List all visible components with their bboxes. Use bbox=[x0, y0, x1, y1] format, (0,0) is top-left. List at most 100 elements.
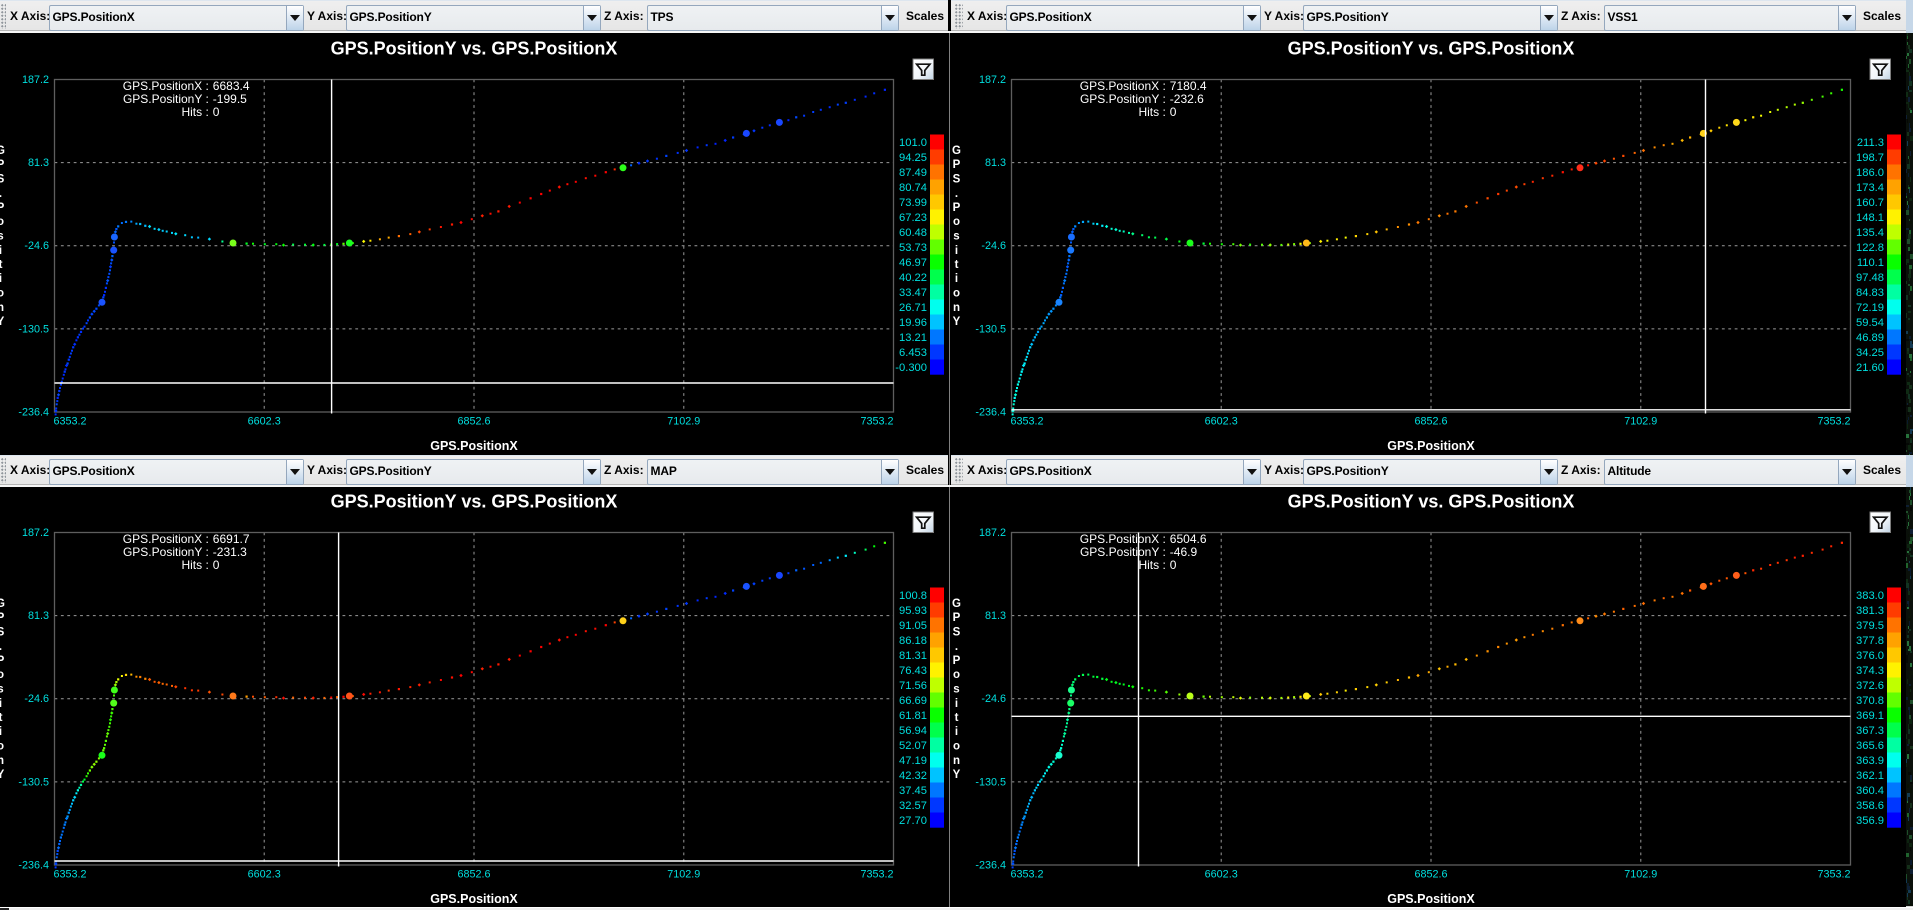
svg-text:369.1: 369.1 bbox=[1856, 710, 1884, 722]
svg-text:6602.3: 6602.3 bbox=[1205, 416, 1238, 428]
svg-text:GPS.PositionY :: GPS.PositionY : bbox=[1080, 545, 1166, 559]
svg-text:-130.5: -130.5 bbox=[18, 323, 49, 335]
svg-text:G: G bbox=[952, 145, 961, 157]
svg-text:GPS.PositionY :: GPS.PositionY : bbox=[123, 92, 209, 106]
svg-text:6602.3: 6602.3 bbox=[1205, 869, 1238, 881]
svg-text:GPS.PositionX: GPS.PositionX bbox=[430, 892, 518, 906]
svg-text:160.7: 160.7 bbox=[1856, 197, 1884, 209]
svg-text:GPS.PositionY vs. GPS.Position: GPS.PositionY vs. GPS.PositionX bbox=[1288, 491, 1575, 511]
svg-text:-232.6: -232.6 bbox=[1170, 92, 1204, 106]
svg-text:59.54: 59.54 bbox=[1856, 317, 1884, 329]
svg-text:374.3: 374.3 bbox=[1856, 665, 1884, 677]
svg-text:80.74: 80.74 bbox=[899, 182, 927, 194]
svg-text:42.32: 42.32 bbox=[899, 770, 927, 782]
svg-text:21.60: 21.60 bbox=[1856, 362, 1884, 374]
svg-text:7102.9: 7102.9 bbox=[667, 416, 700, 428]
svg-text:84.83: 84.83 bbox=[1856, 287, 1884, 299]
svg-text:GPS.PositionY vs. GPS.Position: GPS.PositionY vs. GPS.PositionX bbox=[331, 491, 618, 511]
svg-text:362.1: 362.1 bbox=[1856, 770, 1884, 782]
svg-text:i: i bbox=[0, 245, 2, 257]
svg-text:o: o bbox=[953, 669, 960, 681]
svg-text:GPS.PositionY vs. GPS.Position: GPS.PositionY vs. GPS.PositionX bbox=[1288, 38, 1575, 58]
svg-text:52.07: 52.07 bbox=[899, 740, 927, 752]
svg-text:360.4: 360.4 bbox=[1856, 785, 1884, 797]
svg-text:81.3: 81.3 bbox=[985, 610, 1006, 622]
svg-text:GPS.PositionY :: GPS.PositionY : bbox=[123, 545, 209, 559]
svg-text:187.2: 187.2 bbox=[22, 74, 49, 86]
svg-text:GPS.PositionX :: GPS.PositionX : bbox=[1080, 79, 1166, 93]
svg-text:6353.2: 6353.2 bbox=[1011, 416, 1044, 428]
svg-text:370.8: 370.8 bbox=[1856, 695, 1884, 707]
svg-text:47.19: 47.19 bbox=[899, 755, 927, 767]
svg-text:Hits :: Hits : bbox=[1138, 105, 1165, 119]
svg-text:110.1: 110.1 bbox=[1857, 257, 1884, 269]
svg-text:372.6: 372.6 bbox=[1856, 680, 1884, 692]
svg-text:365.6: 365.6 bbox=[1856, 740, 1884, 752]
svg-text:94.25: 94.25 bbox=[899, 152, 927, 164]
svg-text:o: o bbox=[953, 288, 960, 300]
svg-text:i: i bbox=[0, 698, 2, 710]
svg-text:86.18: 86.18 bbox=[899, 635, 927, 647]
svg-text:381.3: 381.3 bbox=[1856, 605, 1884, 617]
svg-text:7353.2: 7353.2 bbox=[1817, 869, 1850, 881]
svg-text:72.19: 72.19 bbox=[1856, 302, 1884, 314]
svg-text:81.3: 81.3 bbox=[28, 610, 49, 622]
svg-text:367.3: 367.3 bbox=[1856, 725, 1884, 737]
svg-text:363.9: 363.9 bbox=[1856, 755, 1884, 767]
svg-text:s: s bbox=[953, 231, 959, 243]
svg-text:P: P bbox=[0, 612, 5, 624]
svg-text:o: o bbox=[0, 288, 4, 300]
svg-text:0: 0 bbox=[213, 105, 220, 119]
svg-text:-199.5: -199.5 bbox=[213, 92, 247, 106]
svg-text:67.23: 67.23 bbox=[899, 212, 927, 224]
svg-text:S: S bbox=[0, 174, 5, 186]
svg-text:i: i bbox=[955, 245, 958, 257]
svg-text:46.97: 46.97 bbox=[899, 257, 927, 269]
svg-text:198.7: 198.7 bbox=[1856, 152, 1884, 164]
svg-text:6353.2: 6353.2 bbox=[54, 416, 87, 428]
svg-text:40.22: 40.22 bbox=[899, 272, 927, 284]
svg-text:n: n bbox=[0, 755, 4, 767]
svg-text:GPS.PositionX :: GPS.PositionX : bbox=[123, 532, 209, 546]
svg-text:i: i bbox=[0, 726, 2, 738]
svg-text:S: S bbox=[953, 174, 961, 186]
svg-text:100.8: 100.8 bbox=[899, 590, 927, 602]
svg-text:P: P bbox=[0, 159, 5, 171]
svg-text:101.0: 101.0 bbox=[899, 137, 927, 149]
svg-text:6602.3: 6602.3 bbox=[248, 416, 281, 428]
svg-text:-24.6: -24.6 bbox=[24, 240, 49, 252]
svg-text:-231.3: -231.3 bbox=[213, 545, 247, 559]
svg-text:95.93: 95.93 bbox=[899, 605, 927, 617]
svg-text:P: P bbox=[953, 655, 961, 667]
svg-text:-0.300: -0.300 bbox=[895, 362, 927, 374]
svg-text:GPS.PositionX: GPS.PositionX bbox=[1387, 439, 1475, 453]
svg-text:6852.6: 6852.6 bbox=[1414, 416, 1447, 428]
svg-text:S: S bbox=[0, 627, 5, 639]
svg-text:t: t bbox=[955, 259, 959, 271]
svg-text:356.9: 356.9 bbox=[1856, 815, 1884, 827]
svg-text:-130.5: -130.5 bbox=[975, 323, 1006, 335]
svg-text:.: . bbox=[0, 188, 2, 200]
svg-text:-24.6: -24.6 bbox=[24, 693, 49, 705]
svg-text:t: t bbox=[0, 712, 3, 724]
svg-text:122.8: 122.8 bbox=[1856, 242, 1884, 254]
svg-text:7353.2: 7353.2 bbox=[860, 416, 893, 428]
svg-text:i: i bbox=[955, 698, 958, 710]
svg-text:6504.6: 6504.6 bbox=[1170, 532, 1207, 546]
svg-text:6852.6: 6852.6 bbox=[457, 416, 490, 428]
svg-text:G: G bbox=[0, 598, 5, 610]
svg-text:7102.9: 7102.9 bbox=[1624, 869, 1657, 881]
svg-text:P: P bbox=[0, 655, 5, 667]
svg-text:t: t bbox=[955, 712, 959, 724]
svg-text:.: . bbox=[955, 188, 958, 200]
svg-text:-236.4: -236.4 bbox=[18, 407, 49, 419]
svg-text:S: S bbox=[953, 627, 961, 639]
svg-text:P: P bbox=[953, 159, 961, 171]
svg-text:.: . bbox=[955, 641, 958, 653]
svg-text:Y: Y bbox=[953, 316, 961, 328]
svg-text:6683.4: 6683.4 bbox=[213, 79, 250, 93]
svg-text:81.31: 81.31 bbox=[899, 650, 927, 662]
svg-text:56.94: 56.94 bbox=[899, 725, 927, 737]
svg-text:7353.2: 7353.2 bbox=[860, 869, 893, 881]
svg-text:i: i bbox=[0, 273, 2, 285]
